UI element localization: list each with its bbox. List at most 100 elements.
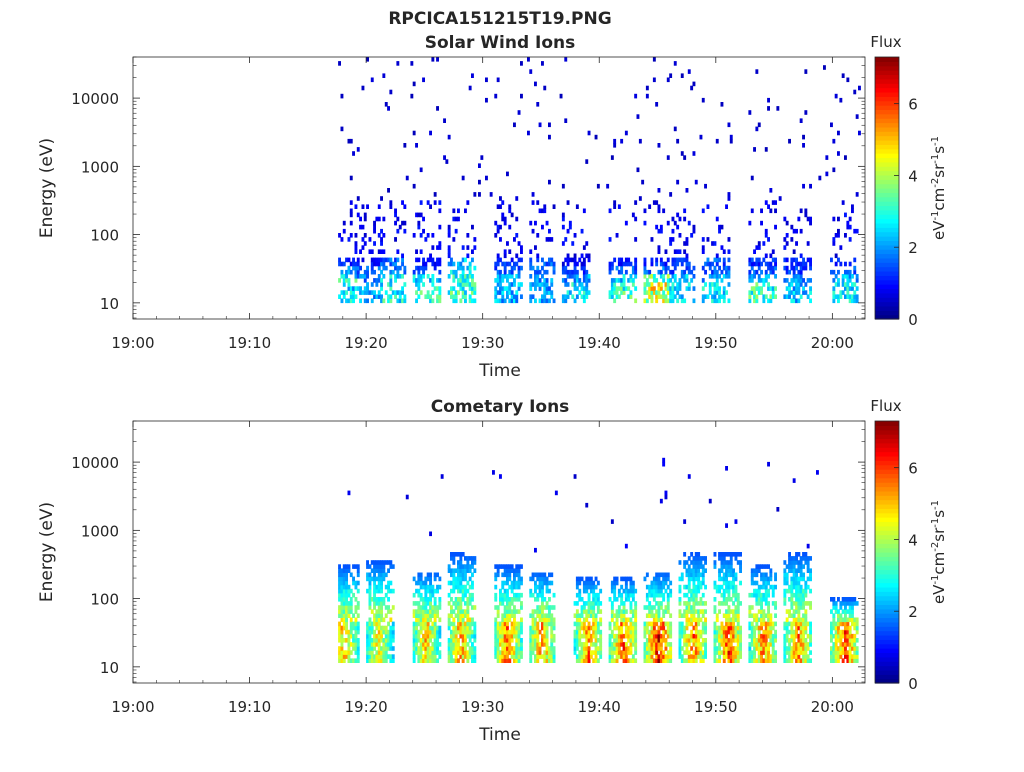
heatmap-cell [685, 613, 689, 618]
heatmap-cell [846, 269, 850, 275]
heatmap-cell [426, 609, 430, 614]
heatmap-cell [545, 269, 549, 275]
heatmap-cell [536, 658, 540, 663]
heatmap-cell [613, 290, 617, 295]
heatmap-cell [592, 597, 596, 602]
heatmap-cell [685, 658, 689, 663]
heatmap-cell [429, 257, 432, 263]
heatmap-cell [471, 646, 474, 651]
heatmap-cell [368, 646, 372, 651]
heatmap-cell [608, 237, 612, 242]
heatmap-cell [631, 642, 635, 647]
heatmap-cell [380, 196, 383, 201]
heatmap-cell [373, 220, 376, 226]
heatmap-cell [720, 294, 724, 299]
heatmap-cell [788, 584, 791, 590]
heatmap-cell [377, 265, 381, 271]
panel-cometary: Cometary Ions 19:00 19:10 19:20 19:30 19:40 1… [37, 397, 948, 745]
heatmap-cell [715, 613, 719, 618]
heatmap-cell [727, 564, 731, 569]
heatmap-cell [342, 617, 346, 623]
heatmap-cell [506, 564, 509, 569]
heatmap-cell [739, 646, 742, 651]
heatmap-cell [380, 228, 383, 234]
heatmap-cell [496, 564, 500, 569]
heatmap-cell [342, 278, 346, 283]
heatmap-cell [459, 261, 463, 267]
heatmap-cell [589, 654, 593, 659]
heatmap-cell [837, 650, 840, 655]
heatmap-cell [755, 261, 759, 267]
heatmap-cell [450, 294, 453, 299]
heatmap-cell [764, 228, 768, 234]
heatmap-cell [550, 290, 554, 295]
heatmap-cell [457, 613, 460, 618]
heatmap-cell [790, 629, 794, 635]
heatmap-cell [417, 658, 421, 663]
heatmap-cell [510, 564, 514, 569]
heatmap-cell [760, 642, 763, 647]
heatmap-cell [503, 274, 507, 279]
heatmap-cell [501, 290, 505, 295]
colorbar-swatch [875, 135, 899, 141]
heatmap-cell [687, 588, 691, 594]
heatmap-cells [338, 457, 859, 663]
heatmap-cell [377, 601, 381, 606]
heatmap-cell [503, 633, 507, 639]
heatmap-cell [457, 588, 460, 594]
heatmap-cell [790, 298, 794, 304]
heatmap-cell [757, 265, 761, 271]
heatmap-cell [727, 298, 731, 304]
heatmap-cell [634, 237, 638, 242]
heatmap-cell [349, 642, 353, 647]
heatmap-cell [690, 278, 694, 283]
heatmap-cell [732, 633, 735, 639]
heatmap-cell [727, 613, 731, 618]
heatmap-cell [846, 294, 850, 299]
heatmap-cell [692, 601, 696, 606]
colorbar-swatch [875, 525, 899, 531]
heatmap-cell [839, 646, 843, 651]
heatmap-cell [713, 298, 717, 304]
heatmap-cell [412, 650, 416, 655]
heatmap-cell [506, 605, 509, 610]
heatmap-cell [701, 208, 705, 214]
heatmap-cell [596, 601, 600, 606]
heatmap-cell [643, 208, 647, 214]
heatmap-cell [466, 597, 470, 602]
heatmap-cell [771, 290, 775, 295]
heatmap-cell [629, 638, 633, 643]
heatmap-cell [659, 282, 663, 287]
heatmap-cell [610, 601, 614, 606]
heatmap-cell [657, 269, 661, 275]
heatmap-cell [368, 576, 372, 582]
heatmap-cell [520, 249, 523, 254]
heatmap-cell [624, 642, 628, 647]
heatmap-cell [650, 274, 654, 279]
heatmap-cell [750, 576, 754, 582]
heatmap-cell [363, 298, 367, 304]
heatmap-cell [797, 261, 801, 267]
heatmap-cell [340, 237, 344, 242]
heatmap-cell [466, 568, 470, 573]
heatmap-cell [387, 605, 390, 610]
heatmap-cell [452, 584, 456, 590]
heatmap-cell [436, 257, 439, 263]
heatmap-cell [564, 257, 568, 263]
heatmap-cell [720, 621, 724, 627]
heatmap-cell [797, 216, 801, 222]
heatmap-cell [806, 216, 810, 222]
heatmap-cell [732, 572, 735, 578]
heatmap-cell [513, 625, 516, 631]
heatmap-cell [802, 601, 805, 606]
heatmap-cell [566, 228, 570, 234]
heatmap-cell [513, 646, 516, 651]
heatmap-cell [711, 269, 714, 275]
heatmap-cell [704, 568, 707, 573]
heatmap-cell [657, 572, 661, 578]
heatmap-cell [722, 261, 726, 267]
heatmap-cell [368, 580, 372, 586]
heatmap-cell [704, 584, 707, 590]
heatmap-cell [687, 564, 691, 569]
heatmap-cell [739, 601, 742, 606]
